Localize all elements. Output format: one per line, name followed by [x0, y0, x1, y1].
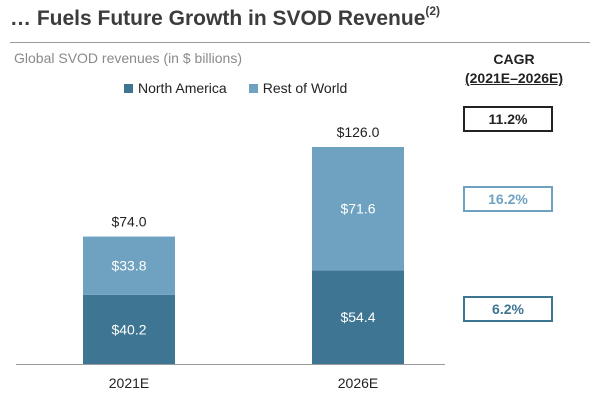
- bar-rest-of-world-2021E: [83, 236, 175, 295]
- total-label-2021E: $74.0: [111, 214, 146, 230]
- legend-label-north-america: North America: [138, 80, 227, 96]
- legend-swatch-north-america: [124, 83, 133, 93]
- title-divider: [10, 42, 590, 43]
- bar-north-america-2021E: [83, 294, 175, 364]
- cagr-heading: CAGR (2021E–2026E): [444, 50, 584, 88]
- chart-legend: North America Rest of World: [124, 80, 369, 96]
- data-label-north-america-2021E: $40.2: [111, 321, 146, 337]
- data-label-rest-of-world-2021E: $33.8: [111, 258, 146, 274]
- cagr-range: (2021E–2026E): [464, 70, 564, 86]
- legend-label-rest-of-world: Rest of World: [262, 80, 348, 96]
- x-tick-label-2021E: 2021E: [109, 375, 149, 391]
- bar-rest-of-world-2026E: [312, 147, 404, 271]
- chart-subtitle: Global SVOD revenues (in $ billions): [14, 50, 242, 66]
- title-footnote-ref: (2): [425, 4, 441, 18]
- x-tick-label-2026E: 2026E: [338, 375, 378, 391]
- data-label-north-america-2026E: $54.4: [340, 309, 375, 325]
- bar-north-america-2026E: [312, 270, 404, 364]
- legend-item-north-america: North America: [124, 80, 227, 96]
- total-label-2026E: $126.0: [337, 124, 380, 140]
- cagr-box-north-america: 6.2%: [463, 296, 553, 322]
- page-title: … Fuels Future Growth in SVOD Revenue(2): [10, 4, 441, 31]
- legend-item-rest-of-world: Rest of World: [248, 80, 348, 96]
- data-label-rest-of-world-2026E: $71.6: [340, 201, 375, 217]
- cagr-box-total: 11.2%: [463, 106, 553, 132]
- cagr-box-rest-of-world: 16.2%: [463, 186, 553, 212]
- legend-swatch-rest-of-world: [248, 83, 258, 93]
- title-text: … Fuels Future Growth in SVOD Revenue: [10, 7, 426, 30]
- cagr-title: CAGR: [493, 51, 535, 67]
